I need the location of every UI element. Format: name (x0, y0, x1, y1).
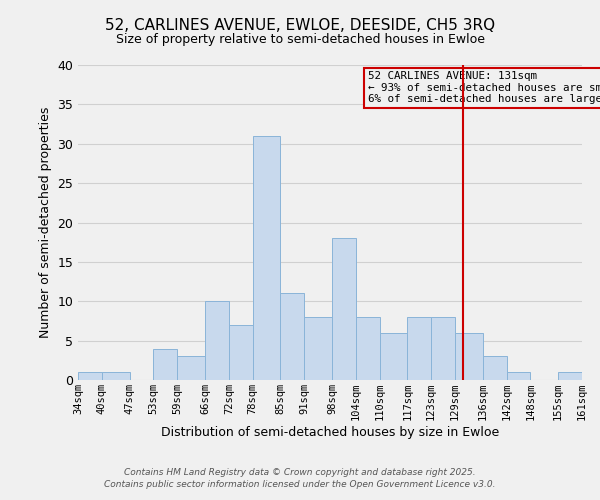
Bar (205, 301, 229, 380)
Bar (380, 333, 407, 380)
Bar (431, 317, 455, 380)
Bar (407, 317, 431, 380)
Bar (102, 372, 130, 380)
Text: 52, CARLINES AVENUE, EWLOE, DEESIDE, CH5 3RQ: 52, CARLINES AVENUE, EWLOE, DEESIDE, CH5… (105, 18, 495, 32)
Bar (332, 238, 356, 380)
Y-axis label: Number of semi-detached properties: Number of semi-detached properties (39, 107, 52, 338)
Bar (78, 372, 102, 380)
Text: Size of property relative to semi-detached houses in Ewloe: Size of property relative to semi-detach… (115, 32, 485, 46)
Bar (177, 356, 205, 380)
Bar (154, 348, 177, 380)
Bar (304, 317, 332, 380)
Bar (506, 372, 530, 380)
Bar (356, 317, 380, 380)
X-axis label: Distribution of semi-detached houses by size in Ewloe: Distribution of semi-detached houses by … (161, 426, 499, 439)
Bar (483, 356, 506, 380)
Bar (280, 294, 304, 380)
Bar (455, 333, 483, 380)
Bar (229, 325, 253, 380)
Text: Contains HM Land Registry data © Crown copyright and database right 2025.
Contai: Contains HM Land Registry data © Crown c… (104, 468, 496, 489)
Bar (253, 136, 280, 380)
Text: 52 CARLINES AVENUE: 131sqm
← 93% of semi-detached houses are smaller (126)
6% of: 52 CARLINES AVENUE: 131sqm ← 93% of semi… (368, 72, 600, 104)
Bar (558, 372, 582, 380)
